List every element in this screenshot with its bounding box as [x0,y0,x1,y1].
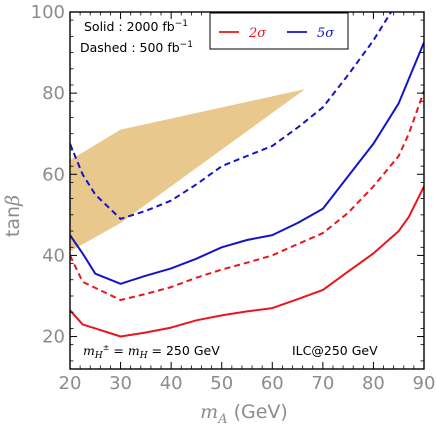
dashed-annotation: Dashed : 500 fb−1 [80,40,193,55]
x-axis-unit: (GeV) [228,401,288,423]
x-tick-label: 80 [362,373,385,394]
mass-annotation: mH± = mH = 250 GeV [83,343,220,361]
mass-symbol-neutral: m [128,343,140,358]
mass-sup-charged: ± [103,343,110,352]
mass-value: = 250 GeV [148,343,221,358]
x-tick-label: 20 [59,373,82,394]
mass-equals: = [109,343,127,358]
mass-symbol-charged: m [83,343,95,358]
y-tick-label: 20 [42,327,65,348]
x-axis-title: mA (GeV) [200,401,288,425]
y-axis-symbol: β [2,195,24,207]
legend-label-2sigma: 2σ [248,26,267,41]
series-line-5sigma-dashed [70,12,392,220]
y-tick-label: 40 [42,245,65,266]
collider-annotation: ILC@250 GeV [292,343,378,358]
solid-annotation: Solid : 2000 fb−1 [84,19,188,34]
y-axis-title: tanβ [2,195,24,237]
x-axis-subscript: A [217,412,227,425]
y-tick-label: 100 [31,2,65,23]
y-tick-label: 80 [42,83,65,104]
dashed-annotation-text: Dashed : 500 fb [80,40,180,55]
x-tick-label: 40 [160,373,183,394]
x-tick-label: 70 [311,373,334,394]
mass-sub-charged: H [94,351,103,361]
x-tick-label: 50 [210,373,233,394]
series-line-5sigma-solid [70,42,424,285]
x-tick-label: 90 [413,373,436,394]
y-axis-prefix: tan [2,206,24,237]
series-line-2sigma-dashed [70,90,424,301]
x-tick-label: 30 [109,373,132,394]
legend-box [209,12,349,50]
tick-label-layer: 20 30 40 50 60 70 80 90 20 40 60 80 100 [31,2,436,394]
plot-frame [69,11,425,370]
x-tick-label: 60 [261,373,284,394]
x-axis-symbol: m [200,401,218,423]
mass-sub-neutral: H [139,351,148,361]
legend-label-5sigma: 5σ [317,26,335,41]
series-line-2sigma-solid [70,185,424,338]
solid-annotation-text: Solid : 2000 fb [84,19,175,34]
allowed-region-layer [70,89,306,252]
legend: 2σ 5σ [209,12,349,50]
solid-annotation-exponent: −1 [175,19,188,29]
series-layer [70,12,424,338]
dashed-annotation-exponent: −1 [180,40,193,50]
allowed-region [70,89,306,252]
y-tick-label: 60 [42,164,65,185]
